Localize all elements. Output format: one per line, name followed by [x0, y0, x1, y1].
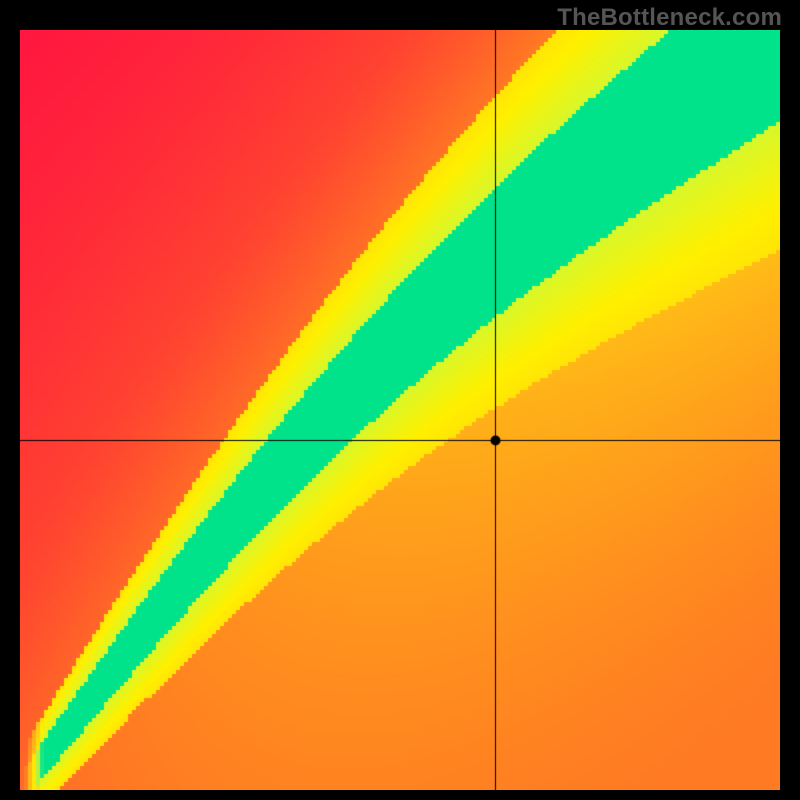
heatmap-canvas: [20, 30, 780, 790]
watermark-text: TheBottleneck.com: [557, 4, 782, 32]
chart-container: { "canvas": { "width": 800, "height": 80…: [0, 0, 800, 800]
